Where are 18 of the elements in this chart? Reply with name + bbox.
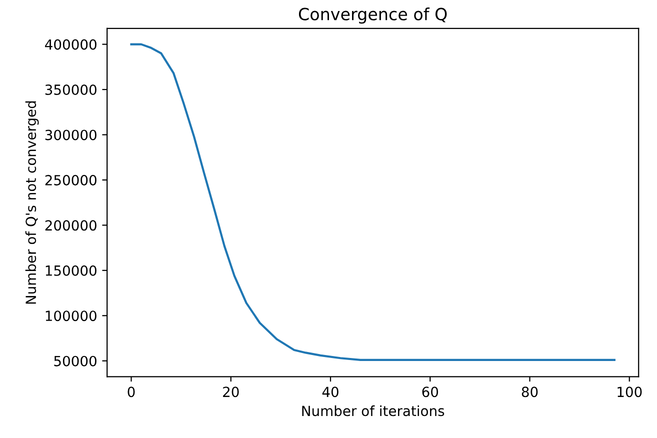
y-tick-label: 300000 <box>45 130 96 140</box>
x-axis-title: Number of iterations <box>302 405 444 416</box>
x-tick-label: 0 <box>128 386 135 398</box>
y-tick-label: 400000 <box>45 39 96 50</box>
y-tick-label: 200000 <box>45 220 96 231</box>
y-tick-label: 250000 <box>45 174 96 186</box>
x-tick-label: 100 <box>618 386 642 398</box>
y-axis-title: Number of Q's not converged <box>25 101 39 304</box>
y-tick-label: 50000 <box>54 356 96 366</box>
line-series <box>130 43 616 361</box>
y-tick-label: 150000 <box>46 265 96 276</box>
x-tick-label: 20 <box>223 386 239 398</box>
chart-title: Convergence of Q <box>298 7 447 24</box>
x-tick-label: 60 <box>422 386 438 398</box>
x-tick-label: 80 <box>522 386 538 398</box>
y-tick-label: 100000 <box>46 310 96 322</box>
y-tick-label: 350000 <box>45 84 96 95</box>
x-tick-label: 40 <box>322 386 338 398</box>
